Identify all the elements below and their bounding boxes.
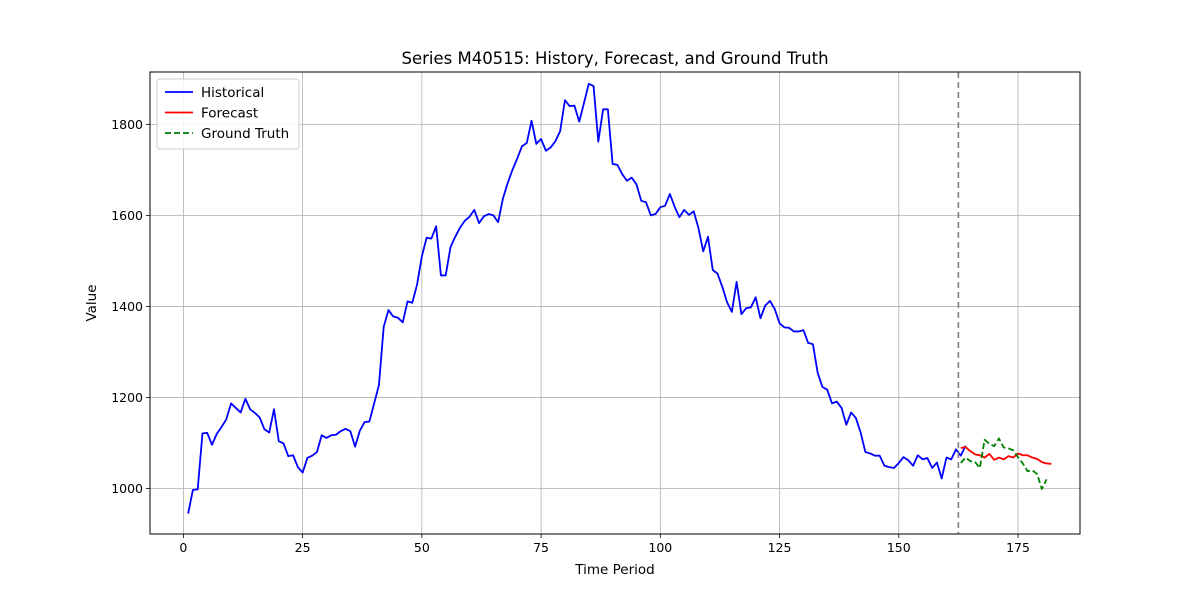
series-line-historical	[187, 82, 967, 514]
plot-frame	[149, 71, 1081, 535]
legend-label: Ground Truth	[201, 126, 289, 142]
legend-label: Forecast	[201, 106, 258, 122]
y-axis-label: Value	[84, 284, 100, 321]
x-tick-label: 25	[295, 540, 311, 555]
x-tick-label: 100	[648, 540, 672, 555]
legend-box	[156, 78, 300, 150]
y-tick-label: 1200	[111, 390, 143, 405]
x-axis-label: Time Period	[574, 562, 654, 578]
grid	[150, 72, 1080, 534]
y-tick-label: 1400	[111, 299, 143, 314]
x-tick-label: 75	[533, 540, 549, 555]
x-tick-label: 150	[887, 540, 911, 555]
ticks: 0 25 50 75 100 125 150 175 1000 1200 1400 1600 1800	[111, 117, 1030, 555]
series-line-ground-truth	[960, 437, 1048, 490]
y-tick-label: 1800	[111, 117, 143, 132]
x-tick-label: 125	[768, 540, 792, 555]
x-tick-label: 50	[414, 540, 430, 555]
y-tick-label: 1000	[111, 481, 143, 496]
x-tick-label: 175	[1006, 540, 1030, 555]
legend: Historical Forecast Ground Truth	[156, 78, 300, 150]
series-layer	[187, 82, 1052, 514]
chart-title: Series M40515: History, Forecast, and Gr…	[401, 49, 828, 68]
series-line-forecast	[960, 446, 1052, 465]
y-tick-label: 1600	[111, 208, 143, 223]
x-tick-label: 0	[179, 540, 187, 555]
legend-label: Historical	[201, 85, 264, 101]
